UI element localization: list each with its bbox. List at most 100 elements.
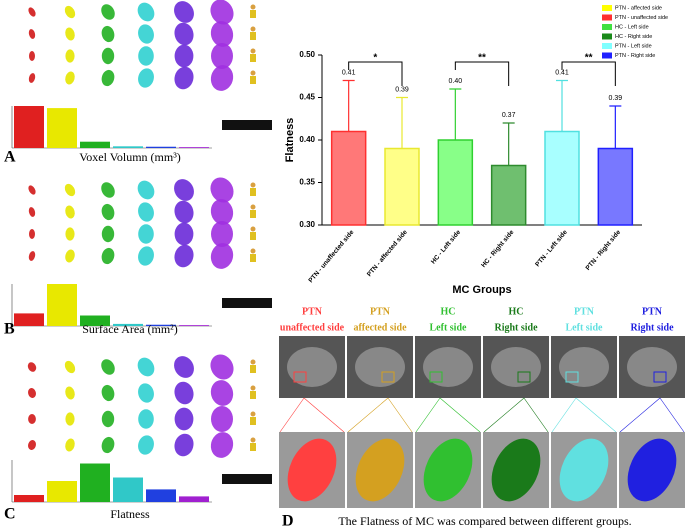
zoom-line (347, 397, 389, 433)
roi-box (653, 371, 667, 383)
mc-render (29, 229, 35, 239)
mc-render (138, 246, 154, 266)
scale-inset (222, 474, 272, 484)
figure-icon (250, 226, 256, 232)
value-label: 0.37 (502, 112, 516, 119)
mc-render (28, 440, 36, 450)
mc-render (64, 183, 76, 197)
figure-icon (250, 204, 256, 210)
mc-render (65, 412, 75, 426)
figure-icon (250, 32, 256, 40)
x-tick-label: PTN - affected side (366, 229, 409, 279)
mc-render (211, 221, 233, 247)
mc-render (101, 247, 115, 265)
y-tick-label: 0.40 (299, 135, 315, 144)
mc-render (174, 381, 194, 405)
mc-render (28, 388, 36, 398)
x-tick-label: PTN - Left side (534, 229, 569, 269)
group-side: Right side (494, 322, 538, 333)
bar (597, 147, 634, 226)
mc-render (174, 179, 194, 201)
mc-render (210, 354, 234, 380)
mc-render (101, 410, 115, 428)
significance-bracket (454, 61, 510, 86)
zoom-line (303, 397, 345, 433)
panel-caption: Voxel Volumn (mm³) (79, 150, 181, 164)
significance-bracket (348, 61, 403, 86)
mini-bar (14, 313, 44, 326)
zoom-line (619, 397, 661, 433)
mini-bar (146, 324, 176, 326)
roi-box (517, 371, 531, 383)
significance-bracket (561, 61, 616, 86)
figure-icon (250, 76, 256, 84)
zoom-line (387, 397, 413, 433)
panel-caption: The Flatness of MC was compared between … (338, 514, 631, 528)
legend-label: PTN - affected side (615, 5, 662, 11)
bar (490, 164, 527, 226)
mc-render (65, 227, 75, 241)
figure-icon (250, 188, 256, 196)
figure-icon (250, 232, 256, 240)
mri-anatomy (627, 347, 677, 387)
x-tick-label: HC - Left side (430, 229, 463, 266)
x-tick-label: PTN - unaffected side (307, 229, 355, 285)
figure-icon (250, 417, 256, 425)
mc-render (210, 243, 234, 269)
mc-render (101, 359, 115, 375)
mc-mesh (355, 438, 405, 502)
mc-render (210, 432, 234, 458)
mc-render (101, 225, 115, 243)
mc-render (174, 356, 194, 378)
legend-label: HC - Right side (615, 34, 652, 40)
mini-bar (113, 323, 143, 326)
figure-icon (250, 248, 256, 254)
panel-caption: Flatness (110, 507, 150, 521)
group-side: Left side (430, 322, 468, 333)
roi-box (429, 371, 443, 383)
mc-mesh (627, 438, 677, 502)
roi-box (381, 371, 395, 383)
figure-icon (250, 385, 256, 391)
mc-render (174, 22, 194, 46)
mc-render (138, 435, 154, 455)
mc-render (137, 2, 155, 22)
mini-bar (146, 489, 176, 502)
figure-icon (250, 365, 256, 373)
mini-bar (179, 147, 209, 148)
group-name: PTN (370, 306, 391, 317)
panel-letter: C (4, 506, 16, 523)
mc-render (210, 177, 234, 203)
mc-render (138, 409, 154, 429)
figure-icon (250, 4, 256, 10)
y-axis-label: Flatness (284, 118, 296, 163)
error-bar (502, 122, 515, 166)
group-name: PTN (574, 306, 595, 317)
group-side: Right side (630, 322, 674, 333)
error-bar (342, 79, 355, 132)
figure-icon (250, 254, 256, 262)
figure-icon (250, 391, 256, 399)
mc-render (210, 21, 234, 47)
error-bar (449, 88, 462, 140)
mini-bar (80, 141, 110, 148)
mc-render (137, 357, 155, 377)
mc-render (138, 224, 154, 244)
legend-label: PTN - Right side (615, 53, 655, 59)
bar (384, 147, 420, 226)
bar (544, 130, 580, 226)
legend-label: HC - Left side (615, 24, 649, 30)
panel-letter: B (4, 321, 15, 338)
legend-swatch (602, 14, 612, 21)
mc-render (65, 438, 75, 452)
mini-bar (80, 463, 110, 502)
figure-icon (250, 26, 256, 32)
mri-anatomy (559, 347, 609, 387)
zoom-line (415, 397, 441, 433)
mc-render (28, 251, 36, 261)
zoom-line (659, 397, 685, 433)
legend-swatch (602, 33, 612, 40)
mc-render (64, 360, 76, 374)
mc-mesh (491, 438, 541, 502)
